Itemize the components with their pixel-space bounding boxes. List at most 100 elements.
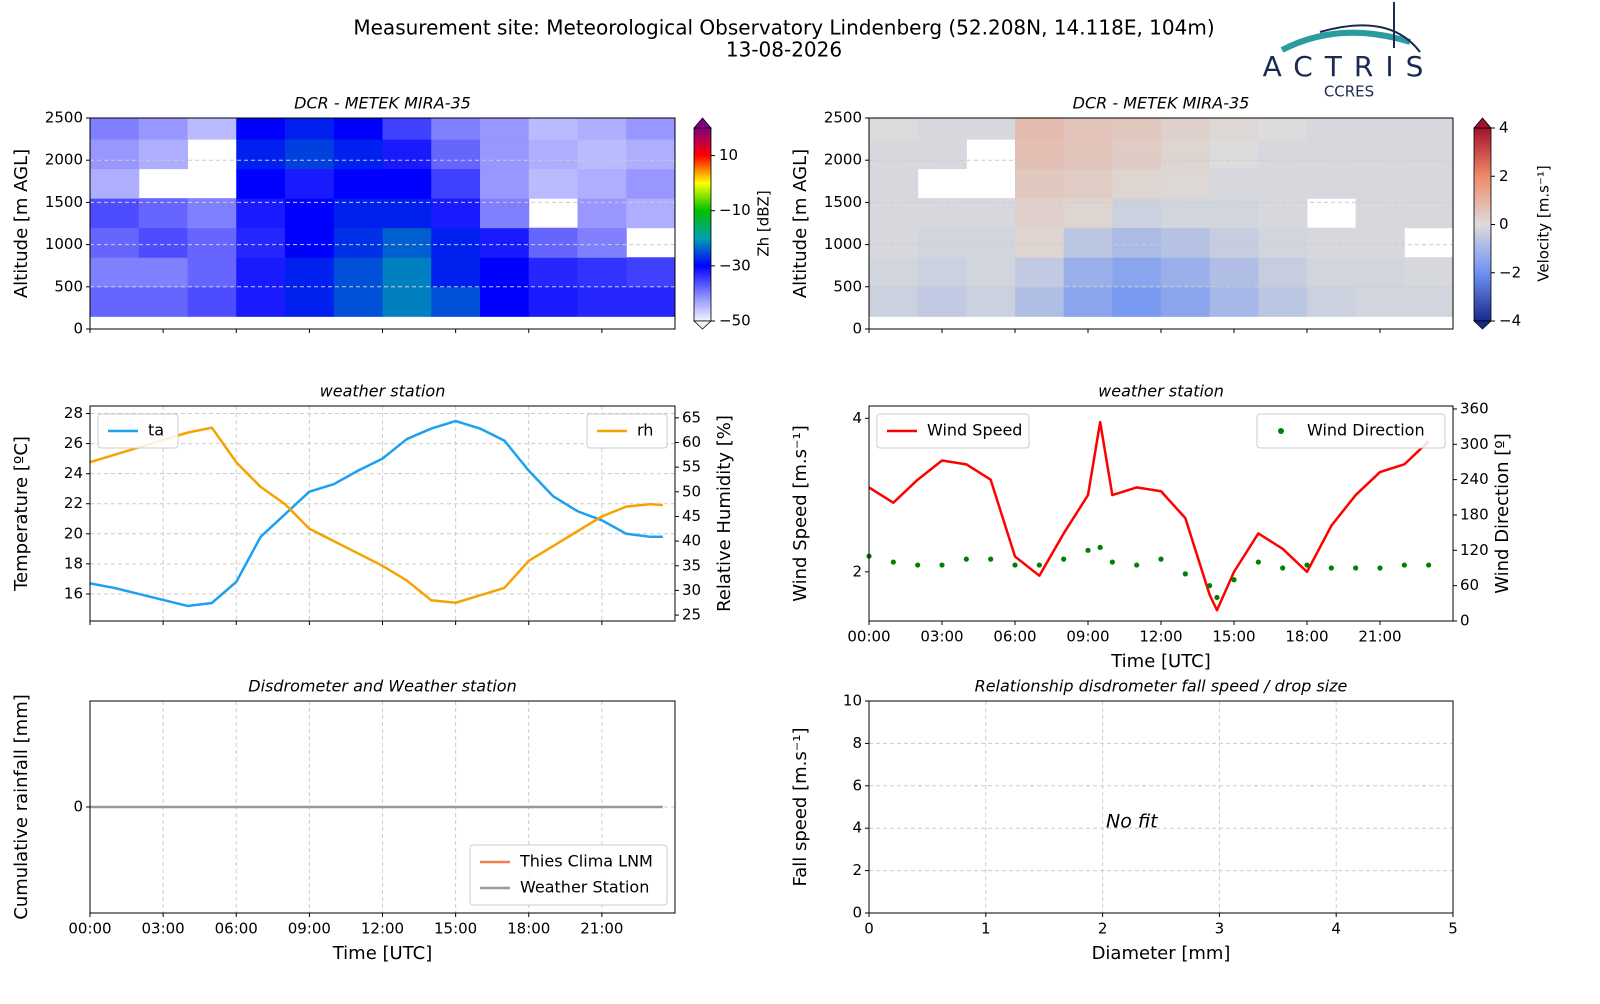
scatter-point bbox=[1353, 565, 1359, 571]
x-tick-label: 21:00 bbox=[580, 920, 623, 938]
scatter-point bbox=[915, 562, 921, 568]
y2-tick-label: 120 bbox=[1460, 541, 1489, 559]
heat-cell bbox=[1307, 118, 1357, 140]
heat-cell bbox=[431, 257, 481, 288]
x-tick-label: 03:00 bbox=[920, 628, 963, 646]
line-series bbox=[868, 420, 1430, 612]
heat-cell bbox=[917, 257, 967, 288]
x-tick-label: 18:00 bbox=[1285, 628, 1328, 646]
heat-cell bbox=[236, 198, 286, 229]
heat-cell bbox=[138, 198, 188, 229]
colorbar-tick-label: −4 bbox=[1499, 312, 1521, 330]
heat-cell bbox=[1112, 168, 1162, 199]
heat-cell bbox=[917, 227, 967, 258]
heat-cell bbox=[1307, 168, 1357, 199]
heat-cell bbox=[1063, 198, 1113, 229]
heat-cell bbox=[382, 198, 432, 229]
heat-cell bbox=[966, 257, 1016, 288]
heat-cell bbox=[917, 198, 967, 229]
heat-cell bbox=[333, 118, 383, 140]
heat-cell bbox=[1209, 257, 1259, 288]
heat-cell bbox=[431, 168, 481, 199]
heat-cell bbox=[1307, 139, 1357, 170]
heat-cell bbox=[382, 227, 432, 258]
legend-label: ta bbox=[148, 421, 164, 440]
heat-cell bbox=[285, 168, 335, 199]
heat-cell bbox=[333, 286, 383, 317]
legend-label: Wind Speed bbox=[927, 421, 1022, 440]
y-tick-label: 26 bbox=[64, 434, 83, 452]
y-axis-label: Fall speed [m.s⁻¹] bbox=[790, 728, 811, 887]
x-tick-label: 1 bbox=[981, 920, 991, 938]
scatter-point bbox=[1377, 565, 1383, 571]
heat-cell bbox=[1063, 227, 1113, 258]
heat-cell bbox=[1112, 198, 1162, 229]
colorbar-extend bbox=[693, 117, 712, 129]
x-tick-label: 00:00 bbox=[68, 920, 111, 938]
page-date: 13-08-2026 bbox=[726, 38, 842, 62]
heat-cell bbox=[1015, 118, 1065, 140]
colorbar bbox=[693, 127, 712, 322]
colorbar-tick-label: 10 bbox=[719, 146, 738, 164]
heat-cell bbox=[1161, 257, 1211, 288]
x-tick-label: 06:00 bbox=[215, 920, 258, 938]
heat-cell bbox=[528, 118, 578, 140]
heat-cell bbox=[138, 118, 188, 140]
heat-cell bbox=[528, 257, 578, 288]
heat-cell bbox=[285, 286, 335, 317]
colorbar-tick-label: 4 bbox=[1499, 119, 1509, 137]
heat-cell bbox=[1161, 227, 1211, 258]
heat-cell bbox=[577, 118, 627, 140]
heat-cell bbox=[187, 286, 237, 317]
panel-title: Relationship disdrometer fall speed / dr… bbox=[975, 677, 1348, 696]
y2-tick-label: 240 bbox=[1460, 470, 1489, 488]
legend-box bbox=[469, 844, 668, 906]
colorbar-label: Velocity [m.s⁻¹] bbox=[1535, 165, 1553, 281]
heat-cell bbox=[480, 227, 530, 258]
heat-cell bbox=[236, 286, 286, 317]
panel-title: DCR - METEK MIRA-35 bbox=[294, 94, 471, 113]
heat-cell bbox=[1355, 198, 1405, 229]
heat-cell bbox=[333, 198, 383, 229]
logo-subtext: CCRES bbox=[1324, 83, 1374, 101]
y2-tick-label: 30 bbox=[682, 581, 701, 599]
panel-title: weather station bbox=[320, 382, 446, 401]
heat-cell bbox=[480, 139, 530, 170]
heat-cell bbox=[236, 257, 286, 288]
heat-cell bbox=[1161, 198, 1211, 229]
scatter-point bbox=[1134, 562, 1140, 568]
heat-cell bbox=[1355, 168, 1405, 199]
heat-cell bbox=[577, 286, 627, 317]
x-axis-label: Time [UTC] bbox=[1110, 651, 1211, 672]
x-tick-label: 03:00 bbox=[142, 920, 185, 938]
heat-cell bbox=[1112, 286, 1162, 317]
scatter-point bbox=[1097, 544, 1103, 550]
x-tick-label: 18:00 bbox=[507, 920, 550, 938]
x-tick-label: 09:00 bbox=[1066, 628, 1109, 646]
y-tick-label: 4 bbox=[852, 409, 862, 427]
heat-cell bbox=[138, 139, 188, 170]
axes-frame bbox=[868, 405, 1454, 622]
heat-cell bbox=[480, 168, 530, 199]
heat-cell bbox=[1015, 257, 1065, 288]
x-tick-label: 3 bbox=[1215, 920, 1225, 938]
heat-cell bbox=[90, 139, 140, 170]
heat-cell bbox=[1258, 139, 1308, 170]
heat-cell bbox=[1355, 227, 1405, 258]
y-tick-label: 500 bbox=[833, 277, 862, 295]
heat-cell bbox=[869, 227, 919, 258]
y2-tick-label: 45 bbox=[682, 507, 701, 525]
heat-cell bbox=[869, 118, 919, 140]
heat-cell bbox=[1063, 118, 1113, 140]
colorbar-tick-label: −10 bbox=[719, 201, 751, 219]
y-tick-label: 500 bbox=[54, 277, 83, 295]
colorbar-tick-label: −30 bbox=[719, 256, 751, 274]
heat-cell bbox=[1209, 168, 1259, 199]
heat-cell bbox=[382, 139, 432, 170]
scatter-point bbox=[1280, 565, 1286, 571]
heat-cell bbox=[1063, 168, 1113, 199]
heat-cell bbox=[966, 198, 1016, 229]
heat-cell bbox=[90, 227, 140, 258]
scatter-point bbox=[1328, 565, 1334, 571]
heat-cell bbox=[187, 257, 237, 288]
